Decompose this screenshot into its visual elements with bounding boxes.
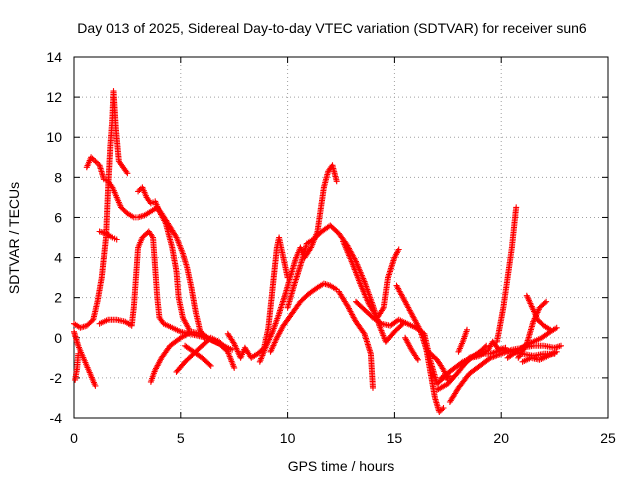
x-tick-label: 25 (600, 430, 616, 446)
series-track-23 (446, 342, 564, 405)
data-point-plus-markers (340, 238, 402, 321)
tick-labels: 0 5 10 15 20 25 -4 -2 0 2 4 6 8 10 12 14 (46, 49, 616, 446)
data-point-plus-markers (446, 342, 564, 405)
grid (74, 57, 608, 418)
series-track-13 (267, 280, 340, 355)
series-track-24 (493, 204, 520, 345)
data-point-plus-markers (459, 342, 490, 369)
data-point-plus-markers (455, 326, 470, 355)
series-track-12 (256, 162, 340, 365)
data-point-plus-markers (267, 280, 340, 355)
data-point-plus-markers (519, 348, 560, 365)
chart-title: Day 013 of 2025, Sidereal Day-to-day VTE… (77, 20, 587, 36)
series-track-3 (96, 228, 120, 243)
data-point-plus-markers (256, 162, 340, 365)
series-track-11 (224, 234, 291, 361)
data-point-plus-markers (182, 342, 214, 369)
y-tick-label: 8 (54, 169, 62, 185)
data-point-plus-markers (96, 228, 236, 353)
data-point-plus-markers (402, 334, 421, 363)
x-tick-label: 0 (70, 430, 78, 446)
series-track-22 (455, 326, 470, 355)
x-tick-label: 20 (493, 430, 509, 446)
y-tick-label: 12 (46, 89, 62, 105)
series-track-10 (72, 350, 82, 383)
data-point-plus-markers (425, 348, 451, 383)
series-track-29 (425, 348, 451, 383)
data-point-plus-markers (335, 288, 376, 391)
data-marks (71, 88, 564, 415)
series-track-16 (340, 238, 402, 321)
data-point-plus-markers (71, 328, 99, 389)
data-point-plus-markers (493, 204, 520, 345)
series-track-4 (96, 228, 236, 353)
series-track-15 (335, 288, 376, 391)
data-point-plus-markers (393, 282, 447, 415)
y-tick-label: -4 (50, 410, 63, 426)
y-tick-label: 0 (54, 330, 62, 346)
data-point-plus-markers (72, 350, 82, 383)
y-axis-title: SDTVAR / TECUs (6, 182, 22, 294)
y-tick-label: 14 (46, 49, 62, 65)
series-track-19 (402, 334, 421, 363)
series-track-9 (71, 328, 99, 389)
y-tick-label: 6 (54, 209, 62, 225)
x-tick-label: 5 (177, 430, 185, 446)
data-point-plus-markers (523, 292, 554, 333)
series-track-5 (135, 184, 193, 333)
series-track-28 (523, 292, 554, 333)
series-track-30 (459, 342, 490, 369)
y-tick-label: -2 (50, 370, 63, 386)
series-track-18 (393, 282, 447, 415)
plot-frame (73, 56, 609, 419)
y-tick-label: 10 (46, 129, 62, 145)
x-tick-label: 10 (280, 430, 296, 446)
x-tick-label: 15 (387, 430, 403, 446)
data-point-plus-markers (135, 184, 193, 333)
y-tick-label: 2 (54, 290, 62, 306)
data-point-plus-markers (224, 234, 291, 361)
axis-ticks (73, 56, 609, 419)
series-track-27 (519, 348, 560, 365)
series-track-8 (182, 342, 214, 369)
data-point-plus-markers (96, 228, 120, 243)
y-tick-label: 4 (54, 250, 62, 266)
x-axis-title: GPS time / hours (288, 458, 395, 474)
